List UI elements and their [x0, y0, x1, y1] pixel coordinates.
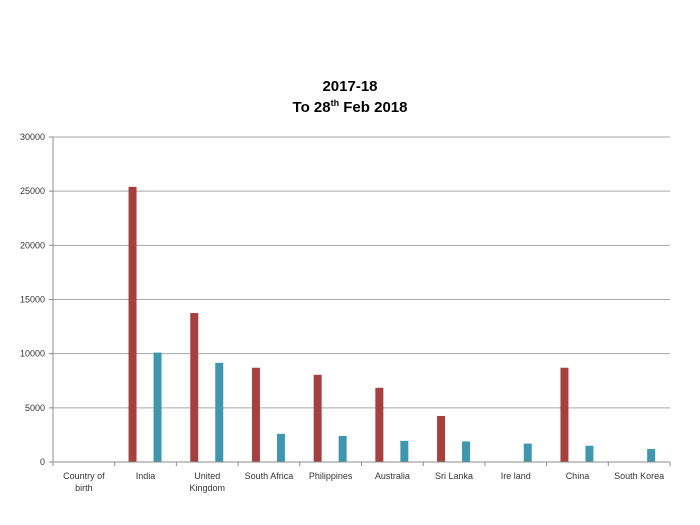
bars [128, 186, 656, 463]
x-category-label: China [566, 471, 590, 481]
bar-series2 [585, 445, 594, 462]
bar-series2 [523, 443, 532, 462]
y-tick-label: 20000 [20, 240, 45, 250]
bar-series2 [400, 440, 409, 462]
x-category-label: Sri Lanka [435, 471, 473, 481]
bar-series2 [215, 362, 224, 462]
gridlines [53, 136, 670, 409]
bar-series2 [462, 441, 471, 462]
x-category-label: India [136, 471, 156, 481]
x-category-label: Australia [375, 471, 410, 481]
title-date-suffix: Feb 2018 [339, 99, 408, 116]
bar-series1 [437, 415, 446, 462]
x-category-label: United [194, 471, 220, 481]
chart-title-year-visible: 2017-18 [322, 78, 378, 95]
y-tick-label: 5000 [25, 403, 45, 413]
axis-labels: 0 5000 10000 15000 20000 25000 30000 Country of… [20, 132, 664, 493]
y-tick-label: 25000 [20, 186, 45, 196]
y-tick-label: 10000 [20, 349, 45, 359]
bar-series1 [560, 367, 569, 462]
x-category-label: South Africa [245, 471, 294, 481]
bar-series2 [647, 449, 656, 462]
bar-series1 [313, 374, 322, 462]
bar-series1 [190, 313, 199, 462]
y-tick-label: 0 [40, 457, 45, 467]
x-category-label: South Korea [614, 471, 664, 481]
bar-series1 [251, 367, 260, 462]
x-category-label: Ire land [501, 471, 531, 481]
bar-series1 [128, 186, 137, 463]
bar-series2 [338, 436, 347, 462]
y-tick-label: 30000 [20, 132, 45, 142]
bar-series2 [153, 352, 162, 462]
y-tick-label: 15000 [20, 295, 45, 305]
x-category-label: birth [75, 483, 93, 493]
x-category-label: Philippines [309, 471, 353, 481]
title-date-prefix: To 28 [292, 99, 331, 116]
title-date-sup: th [330, 98, 340, 108]
bar-series1 [375, 387, 384, 462]
x-category-label: Country of [63, 471, 105, 481]
chart-title-date: To 28th Feb 2018 [0, 98, 700, 116]
x-category-label: Kingdom [189, 483, 225, 493]
bar-series2 [276, 433, 285, 462]
axes [49, 136, 671, 466]
